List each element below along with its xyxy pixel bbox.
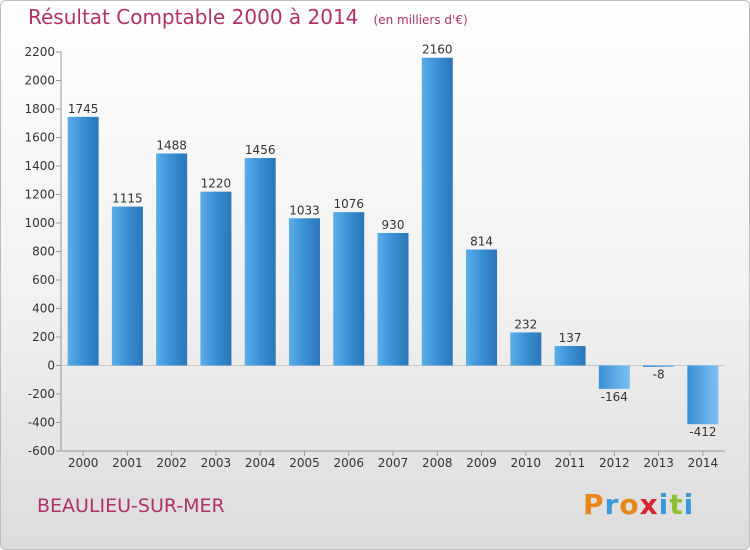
data-label: 930 <box>382 218 405 232</box>
y-tick-label: -600 <box>28 444 55 458</box>
data-label: 1745 <box>68 102 99 116</box>
bar <box>200 191 232 366</box>
data-label: 1488 <box>156 138 187 152</box>
x-tick-label: 2014 <box>688 456 719 470</box>
bar <box>67 116 99 366</box>
x-tick-label: 2009 <box>466 456 497 470</box>
y-tick-label: 2000 <box>24 74 55 88</box>
x-tick-label: 2004 <box>245 456 276 470</box>
proxiti-logo: Proxiti <box>583 488 694 521</box>
y-tick-label: 1600 <box>24 131 55 145</box>
bar <box>156 153 188 366</box>
x-tick-label: 2002 <box>156 456 187 470</box>
y-tick-label: 800 <box>32 245 55 259</box>
logo-letter: i <box>683 488 695 521</box>
bar <box>598 365 630 389</box>
bar <box>466 249 498 366</box>
logo-letter: x <box>639 488 659 521</box>
bar <box>288 218 320 366</box>
x-tick-label: 2012 <box>599 456 630 470</box>
logo-letter: t <box>669 488 684 521</box>
data-label: 232 <box>514 317 537 331</box>
y-tick-label: 1400 <box>24 159 55 173</box>
y-tick-label: -400 <box>28 416 55 430</box>
data-label: -8 <box>653 368 665 382</box>
logo-letter: i <box>658 488 670 521</box>
bar <box>111 206 143 366</box>
logo-letter: o <box>619 488 640 521</box>
y-tick-label: -200 <box>28 387 55 401</box>
chart-subtitle: (en milliers d'€) <box>373 13 468 27</box>
data-label: 1033 <box>289 203 320 217</box>
y-tick-label: 1800 <box>24 102 55 116</box>
bar <box>244 158 276 366</box>
y-tick-label: 400 <box>32 302 55 316</box>
bar <box>377 232 409 366</box>
x-tick-label: 2001 <box>112 456 143 470</box>
y-tick-label: 1000 <box>24 216 55 230</box>
y-tick-label: 2200 <box>24 45 55 59</box>
data-label: 814 <box>470 235 493 249</box>
bar <box>333 212 365 366</box>
logo-letter: P <box>583 488 605 521</box>
y-tick-label: 600 <box>32 273 55 287</box>
data-label: 1456 <box>245 143 276 157</box>
data-label: 2160 <box>422 43 453 57</box>
data-label: 137 <box>559 331 582 345</box>
x-tick-label: 2013 <box>643 456 674 470</box>
x-tick-label: 2010 <box>511 456 542 470</box>
bar <box>554 345 586 366</box>
bar <box>643 365 675 367</box>
x-tick-label: 2007 <box>378 456 409 470</box>
data-label: 1220 <box>201 177 232 191</box>
x-tick-label: 2003 <box>201 456 232 470</box>
x-tick-label: 2011 <box>555 456 586 470</box>
bar <box>510 332 542 366</box>
data-label: 1076 <box>333 197 364 211</box>
y-tick-label: 200 <box>32 330 55 344</box>
chart-title: Résultat Comptable 2000 à 2014 <box>28 5 359 29</box>
bar <box>421 57 453 366</box>
data-label: 1115 <box>112 192 143 206</box>
y-tick-label: 0 <box>47 359 55 373</box>
logo-letter: r <box>604 488 620 521</box>
x-tick-label: 2008 <box>422 456 453 470</box>
x-tick-label: 2006 <box>333 456 364 470</box>
data-label: -412 <box>689 425 716 439</box>
x-tick-label: 2005 <box>289 456 320 470</box>
bar <box>687 365 719 425</box>
commune-name: BEAULIEU-SUR-MER <box>37 495 225 517</box>
data-label: -164 <box>601 390 628 404</box>
x-tick-label: 2000 <box>68 456 99 470</box>
y-tick-label: 1200 <box>24 188 55 202</box>
chart-header: Résultat Comptable 2000 à 2014 (en milli… <box>28 5 468 29</box>
